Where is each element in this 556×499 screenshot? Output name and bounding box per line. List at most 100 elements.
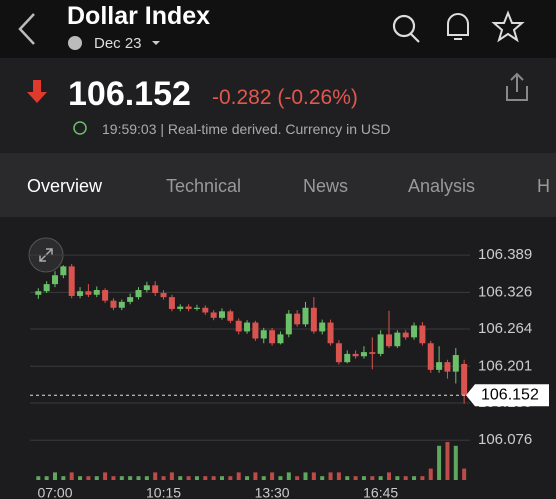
candle-body [344,353,351,363]
x-tick-label: 10:15 [146,485,181,499]
volume-bar [103,472,108,480]
candle-body [60,266,67,276]
volume-bar [169,472,174,480]
candle-body [436,362,443,370]
candle-body [327,322,334,344]
tab[interactable]: Overview [27,176,103,196]
candle-body [244,322,251,332]
clock-icon [73,121,87,135]
volume-bar [128,476,133,480]
volume-bar [253,472,258,480]
y-tick-label: 106.326 [478,283,532,300]
volume-bar [278,476,283,480]
top-icons [18,10,525,50]
candle-body [93,290,100,295]
volume-bar [353,476,358,480]
candle-body [135,290,142,298]
flag-icon [68,36,82,50]
volume-bar [445,442,450,480]
candle-body [319,322,326,332]
dropdown-icon[interactable] [152,41,160,45]
volume-bar [36,476,41,480]
candle-body [285,313,292,335]
candle-body [260,330,267,339]
top-bar [0,0,556,58]
volume-bar [236,472,241,480]
volume-bar [403,476,408,480]
candle-body [277,334,284,344]
volume-bar [86,476,91,480]
volume-bar [395,476,400,480]
volume-bar [261,476,266,480]
candle-body [294,313,301,325]
candle-body [35,291,42,295]
candle-body [77,291,84,296]
volume-bar [361,476,366,480]
candle-body [52,275,58,285]
x-tick-label: 16:45 [363,485,398,499]
volume-bar [53,472,57,480]
candle-body [352,353,359,357]
volume-bar [295,476,300,480]
volume-bar [336,472,341,480]
y-tick-label: 106.201 [478,357,532,374]
x-tick-label: 07:00 [37,485,72,499]
last-price-tag [466,384,549,407]
candle-body [227,311,234,321]
share-icon[interactable] [506,72,528,101]
candle-body [110,300,117,308]
volume-bar [428,468,433,480]
volume-bar [320,476,325,480]
y-tick-label: 106.076 [478,431,532,448]
status: 19:59:03 | Real-time derived. Currency i… [102,121,391,137]
candle-body [193,307,200,309]
quote-icons [27,72,528,135]
volume-bar [144,476,149,480]
volume-bar [111,476,116,480]
volume-bar [270,472,275,480]
volume-bar [387,472,391,480]
candle-body [310,307,317,332]
volume-bar [69,472,74,480]
candle-body [335,343,342,363]
quote-panel [0,58,556,153]
price: 106.152 [68,75,191,113]
volume-bar [44,476,49,480]
y-tick-label: 106.389 [478,246,532,263]
volume-bar [453,445,458,480]
volume-bar [370,476,375,480]
tab[interactable]: H [537,176,550,196]
candle-body [419,325,426,344]
tab[interactable]: Analysis [408,176,476,196]
candle-body [118,301,125,308]
candle-body [427,343,434,370]
candle-body [127,297,134,302]
search-icon[interactable] [392,14,416,38]
volume-bar [412,476,417,480]
candle-body [452,355,459,372]
volume-bar [211,476,216,480]
alert-icon[interactable] [447,13,469,40]
volume-bar [203,476,208,480]
candle-body [402,332,409,338]
volume-bar [328,472,333,480]
candle-body [369,352,376,354]
candle-body [444,362,451,372]
volume-bar [178,476,183,480]
x-tick-label: 13:30 [255,485,290,499]
y-tick-label: 106.264 [478,320,532,337]
date[interactable]: Dec 23 [94,35,142,52]
volume-bar [437,445,442,480]
tab[interactable]: Technical [166,176,242,196]
volume-bar [153,472,158,480]
tab[interactable]: News [303,176,349,196]
candle-body [177,306,184,309]
star-icon[interactable] [491,10,525,43]
candle-body [43,284,50,292]
tab-bar [0,153,556,217]
back-icon[interactable] [18,13,35,45]
volume-bar [462,468,467,480]
candle-body [235,320,242,332]
candle-body [411,325,418,338]
